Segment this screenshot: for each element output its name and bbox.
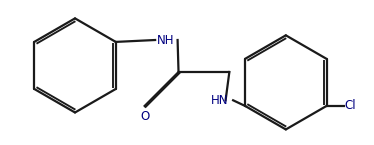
Text: NH: NH xyxy=(157,33,174,47)
Text: O: O xyxy=(140,110,149,123)
Text: Cl: Cl xyxy=(344,99,356,112)
Text: HN: HN xyxy=(211,94,228,107)
